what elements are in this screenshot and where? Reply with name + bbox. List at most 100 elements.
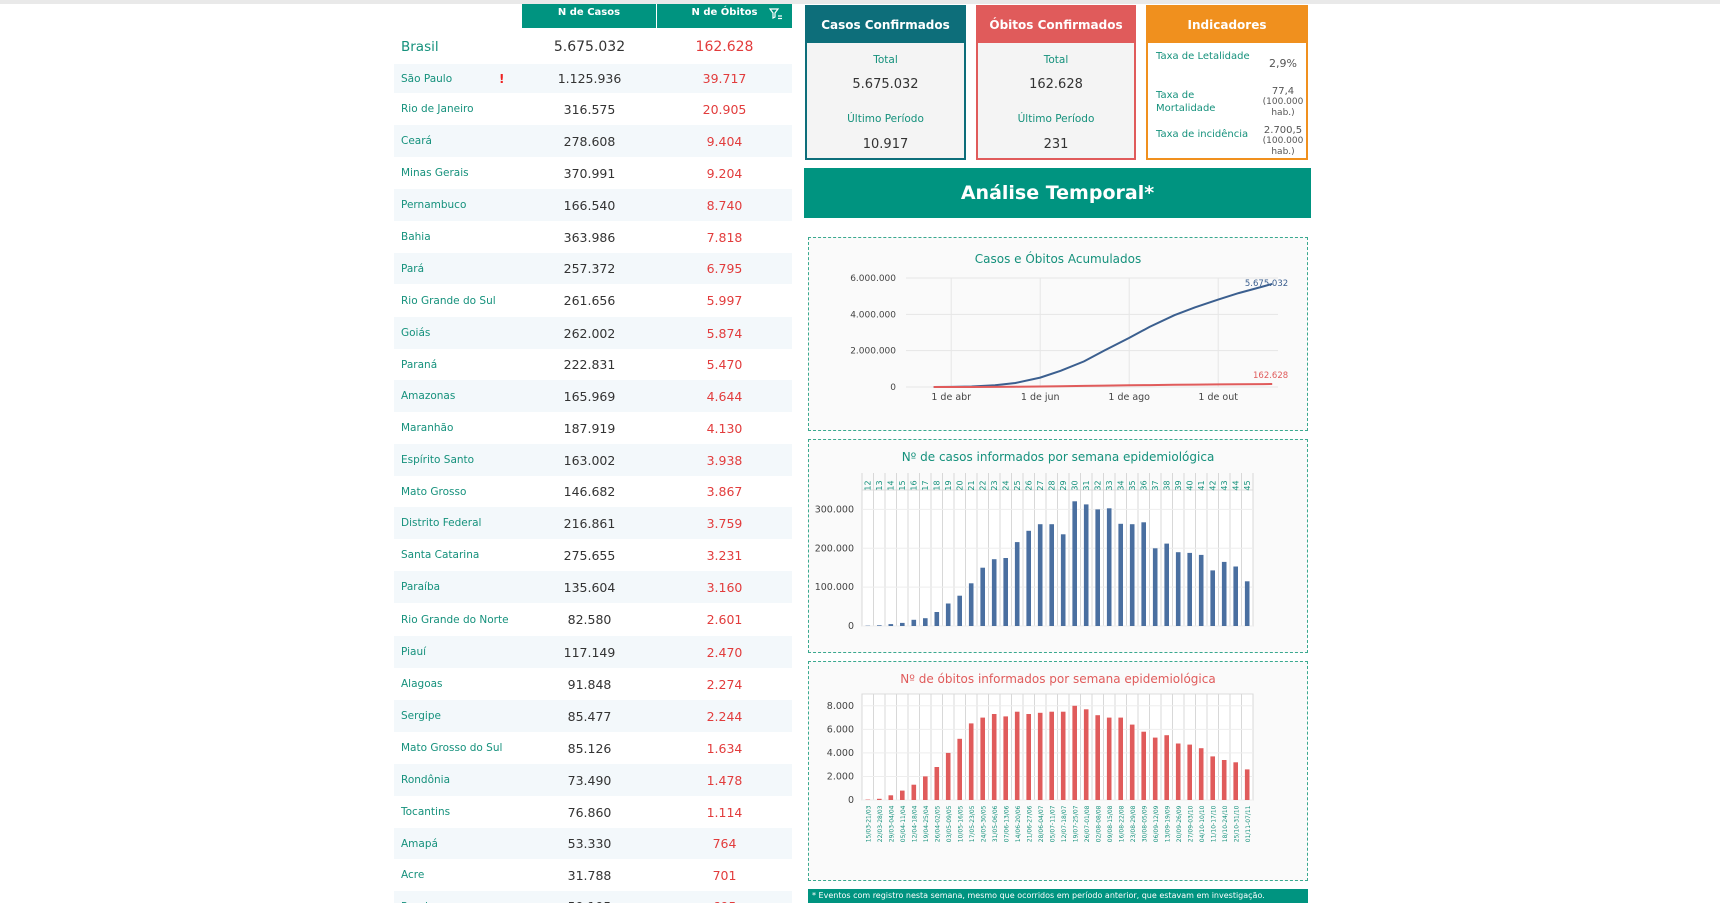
bar [1233,762,1238,800]
cases-column-header[interactable]: N de Casos [522,4,656,28]
y-tick-label: 0 [848,621,854,632]
bar [1198,554,1204,626]
category-label: 21/06-27/06 [1026,805,1033,842]
bar [900,790,905,800]
bar [945,603,951,626]
table-row[interactable]: Ceará 278.608 9.404 [394,125,792,157]
table-row[interactable]: Rio de Janeiro 316.575 20.905 [394,93,792,125]
category-label: 18/10-24/10 [1222,805,1229,842]
category-label: 24/05-30/05 [980,805,987,842]
table-row[interactable]: Amazonas 165.969 4.644 [394,380,792,412]
bar [1164,735,1169,800]
category-label: 30/08-05/09 [1141,805,1148,842]
category-label: 11/10-17/10 [1210,805,1217,842]
series-line-1 [933,383,1273,388]
bar [980,717,985,800]
category-label: 12 [863,480,872,490]
cases-value: 85.477 [567,708,612,724]
bar [888,624,894,626]
bar [1244,581,1250,626]
table-row[interactable]: Paraíba 135.604 3.160 [394,571,792,603]
table-row[interactable]: Paraná 222.831 5.470 [394,349,792,380]
table-row[interactable]: Tocantins 76.860 1.114 [394,796,792,828]
table-row[interactable]: Rondônia 73.490 1.478 [394,764,792,796]
table-row[interactable]: Bahia 363.986 7.818 [394,221,792,253]
state-name: Distrito Federal [401,517,482,529]
indicators-card-title: Indicadores [1148,7,1306,43]
category-label: 10/05-16/05 [957,805,964,842]
table-row[interactable]: Amapá 53.330 764 [394,828,792,859]
last-value-label: 162.628 [1253,371,1288,381]
deaths-value: 3.867 [706,484,743,499]
state-name: Goiás [401,327,431,339]
bar [968,723,974,800]
cases-value: 76.860 [567,804,612,820]
filter-icon[interactable] [769,7,783,21]
table-row[interactable]: Rio Grande do Norte 82.580 2.601 [394,603,792,636]
bar [1083,709,1089,800]
bar [1049,524,1054,626]
y-tick-label: 6.000.000 [850,274,896,284]
bar [1210,756,1215,800]
deaths-column-header[interactable]: N de Óbitos [657,4,792,28]
table-row-brasil[interactable]: Brasil 5.675.032 162.628 [394,30,792,64]
state-name: Rio de Janeiro [401,103,474,115]
deaths-value: 4.644 [706,388,743,404]
deaths-value: 695 [657,891,792,903]
category-label: 24 [1001,480,1010,490]
bar [945,752,951,800]
x-tick-label: 1 de out [1198,392,1238,403]
table-header: N de Casos N de Óbitos [394,4,792,28]
category-label: 09/08-15/08 [1107,805,1114,842]
table-row[interactable]: Maranhão 187.919 4.130 [394,412,792,444]
warning-icon[interactable]: ! [499,71,505,86]
state-name: Alagoas [401,678,443,690]
category-label: 01/11-07/11 [1245,805,1252,842]
table-row[interactable]: Rio Grande do Sul 261.656 5.997 [394,284,792,317]
table-row[interactable]: Espírito Santo 163.002 3.938 [394,444,792,476]
table-row[interactable]: Goiás 262.002 5.874 [394,317,792,349]
table-row[interactable]: São Paulo 1.125.936 39.717! [394,64,792,93]
table-row[interactable]: Santa Catarina 275.655 3.231 [394,539,792,571]
cases-value: 261.656 [563,293,616,308]
category-label: 07/06-13/06 [1003,805,1010,842]
bar [1233,566,1238,626]
cases-value: 59.195 [522,891,657,903]
category-label: 45 [1243,480,1252,490]
table-row[interactable]: Pará 257.372 6.795 [394,253,792,284]
table-row[interactable]: Minas Gerais 370.991 9.204 [394,157,792,189]
category-label: 28 [1047,480,1056,490]
indicators-card: Indicadores Taxa de Letalidade 2,9% Taxa… [1146,5,1308,160]
category-label: 42 [1208,480,1217,490]
state-name: Mato Grosso do Sul [401,742,503,754]
table-row[interactable]: Alagoas 91.848 2.274 [394,668,792,700]
bar [1141,522,1146,626]
bar [923,618,928,626]
deaths-period-value: 231 [1043,137,1069,152]
table-row[interactable]: Distrito Federal 216.861 3.759 [394,507,792,539]
table-row[interactable]: Piauí 117.149 2.470 [394,636,792,668]
table-row[interactable]: Mato Grosso do Sul 85.126 1.634 [394,732,792,764]
table-row[interactable]: Mato Grosso 146.682 3.867 [394,476,792,507]
browser-top-border [0,0,1720,4]
bar [968,583,974,626]
cases-total-value: 5.675.032 [852,77,919,92]
category-label: 21 [967,480,976,490]
table-row[interactable]: Pernambuco 166.540 8.740 [394,189,792,221]
category-label: 12/07-18/07 [1061,805,1068,842]
bar [1060,711,1066,800]
table-row[interactable]: Roraima 59.195695 [394,891,792,903]
bar [1152,548,1158,626]
category-label: 43 [1220,480,1229,490]
table-row[interactable]: Sergipe 85.477 2.244 [394,700,792,732]
chart-title: Nº de óbitos informados por semana epide… [900,672,1215,686]
category-label: 26/04-02/05 [934,805,941,842]
cases-value: 91.848 [567,676,612,692]
category-label: 02/08-08/08 [1095,805,1102,842]
cases-value: 53.330 [567,836,612,851]
bar [1129,724,1135,800]
deaths-value: 5.997 [706,293,743,308]
table-row[interactable]: Acre 31.788 701 [394,859,792,891]
bar [1049,711,1054,800]
category-label: 22 [978,480,987,490]
